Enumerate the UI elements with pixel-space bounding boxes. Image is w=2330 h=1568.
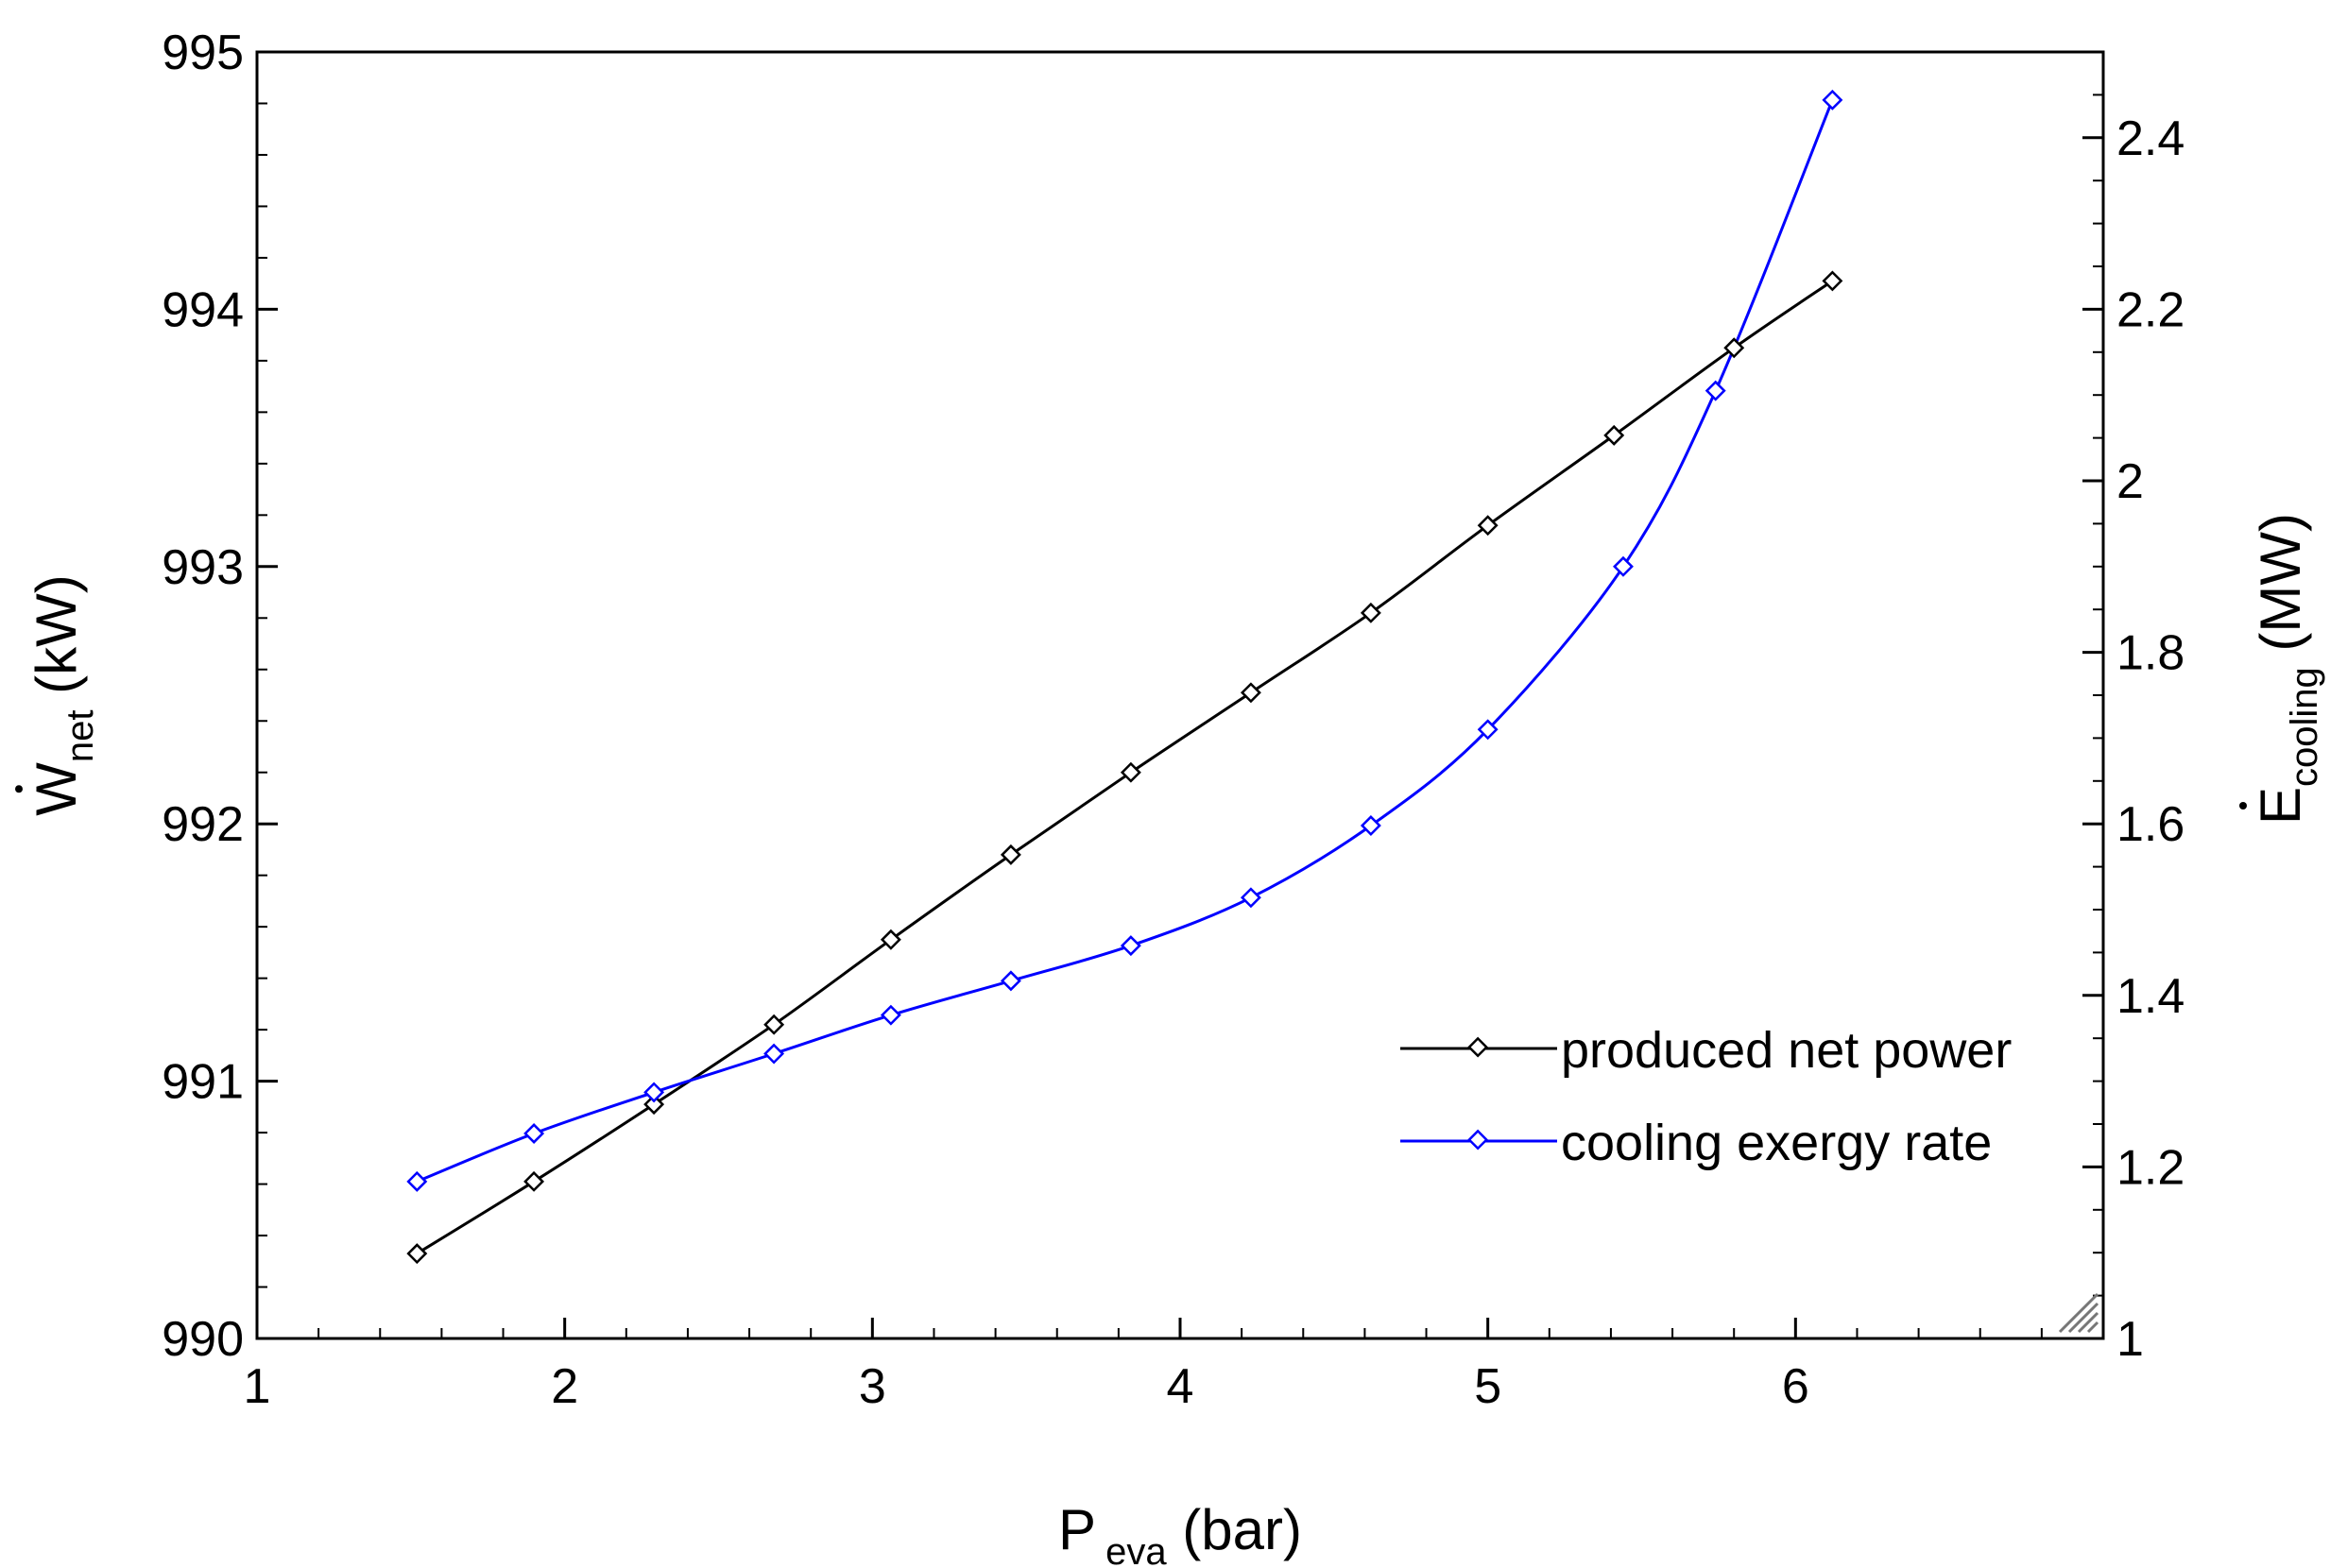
y-left-axis-title-main: W	[25, 762, 88, 816]
series-line-1	[416, 99, 1834, 1184]
series-point-1	[880, 1004, 901, 1026]
w-overdot	[15, 785, 23, 793]
series-point-1	[763, 1043, 785, 1065]
x-tick-label: 3	[859, 1359, 886, 1414]
series-point-0	[763, 1014, 785, 1035]
y-left-tick-label: 992	[162, 797, 244, 852]
x-axis-title-sub: eva	[1105, 1531, 1167, 1568]
legend-label-net-power: produced net power	[1561, 1022, 2012, 1079]
y-right-tick-label: 1	[2116, 1312, 2144, 1367]
x-tick-label: 2	[551, 1359, 578, 1414]
y-right-tick-label: 1.8	[2116, 626, 2184, 681]
e-overdot	[2239, 802, 2247, 810]
legend-label-cooling-exergy: cooling exergy rate	[1561, 1115, 1992, 1171]
series-point-0	[1240, 682, 1261, 704]
series-point-1	[1477, 719, 1499, 741]
series-point-0	[643, 1094, 665, 1116]
x-tick-label: 1	[244, 1359, 271, 1414]
y-right-tick-label: 1.6	[2116, 797, 2184, 852]
overdots	[15, 785, 2247, 810]
series-point-0	[1603, 424, 1625, 446]
x-tick-label: 4	[1167, 1359, 1194, 1414]
y-right-tick-label: 1.4	[2116, 969, 2184, 1024]
y-right-tick-label: 2.2	[2116, 282, 2184, 337]
y-left-tick-label: 993	[162, 540, 244, 595]
y-right-axis-ticks: 1 1.2 1.4 1.6 1.8 2 2.2 2.4	[2082, 51, 2184, 1367]
y-left-tick-label: 994	[162, 282, 244, 337]
y-right-tick-label: 2	[2116, 454, 2144, 509]
y-right-axis-title-main: E	[2249, 787, 2312, 825]
y-left-axis-ticks: 990 991 992 993 994 995	[162, 26, 278, 1367]
series-point-1	[1120, 935, 1141, 957]
series-point-0	[1000, 844, 1021, 865]
series-point-0	[1360, 602, 1381, 623]
y-left-tick-label: 990	[162, 1312, 244, 1367]
y-left-tick-label: 991	[162, 1055, 244, 1110]
series-point-0	[880, 929, 901, 950]
svg-text:Wnet (kW): Wnet (kW)	[25, 574, 101, 816]
x-axis-title-unit: (bar)	[1167, 1498, 1302, 1561]
legend-marker-cooling-exergy	[1467, 1129, 1489, 1150]
x-tick-label: 6	[1782, 1359, 1809, 1414]
series-point-0	[406, 1243, 428, 1265]
y-right-tick-label: 1.2	[2116, 1140, 2184, 1195]
series-point-1	[1000, 970, 1021, 992]
legend: produced net power cooling exergy rate	[1400, 1022, 2012, 1171]
series-point-1	[1822, 89, 1843, 111]
svg-text:Ecooling (MW): Ecooling (MW)	[2249, 513, 2325, 825]
y-right-axis-title-sub: cooling	[2284, 667, 2325, 787]
x-axis-ticks: 1 2 3 4 5 6	[244, 1318, 2043, 1414]
x-axis-title-main: P	[1058, 1498, 1096, 1561]
series-point-1	[1705, 380, 1726, 401]
series-point-1	[523, 1123, 545, 1144]
x-tick-label: 5	[1474, 1359, 1501, 1414]
series-point-1	[1240, 887, 1261, 909]
y-right-axis-title: Ecooling (MW)	[2249, 513, 2325, 825]
series-point-0	[1120, 761, 1141, 783]
y-left-tick-label: 995	[162, 26, 244, 80]
series-point-0	[1477, 515, 1499, 537]
resize-grip-icon	[2058, 1292, 2099, 1334]
series-point-1	[1613, 555, 1634, 577]
y-left-axis-title-unit: (kW)	[25, 574, 88, 709]
series-point-0	[523, 1170, 545, 1192]
series-point-0	[1822, 270, 1843, 292]
y-right-tick-label: 2.4	[2116, 111, 2184, 166]
series-markers	[406, 89, 1843, 1265]
series-point-0	[1723, 337, 1745, 359]
y-left-axis-title-sub: net	[60, 710, 101, 763]
legend-marker-net-power	[1467, 1036, 1489, 1058]
series-point-1	[406, 1170, 428, 1192]
series-point-1	[1360, 815, 1381, 836]
y-right-axis-title-unit: (MW)	[2249, 513, 2312, 667]
y-left-axis-title: Wnet (kW)	[25, 574, 101, 816]
series-point-1	[643, 1082, 665, 1103]
